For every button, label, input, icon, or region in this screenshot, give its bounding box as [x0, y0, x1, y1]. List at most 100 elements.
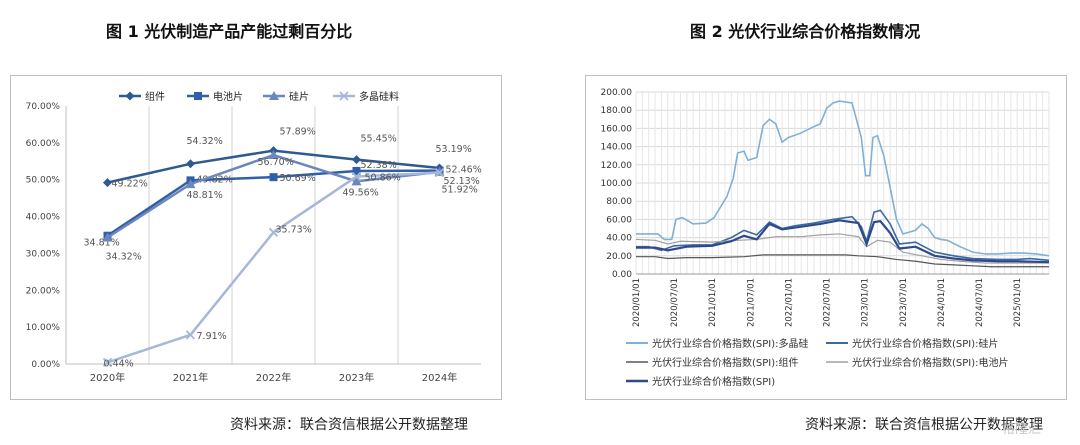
data-label: 51.92%	[442, 185, 478, 196]
y-tick-label: 60.00%	[26, 139, 61, 149]
x-tick-label: 2022年	[256, 371, 291, 384]
price-index-chart-frame: 0.00 20.00 40.00 60.00 80.00 100.00 120.00 140.…	[585, 75, 1067, 400]
legend-item: 光伏行业综合价格指数(SPI)	[626, 375, 775, 388]
y-tick-label: 0.00	[612, 270, 632, 280]
x-tick-label: 2022/01/01	[784, 278, 794, 327]
y-tick-label: 50.00%	[26, 176, 61, 186]
y-tick-label: 140.00	[601, 143, 633, 153]
data-label: 57.89%	[280, 127, 316, 138]
data-label: 0.44%	[104, 358, 134, 369]
x-tick-label: 2020/01/01	[632, 278, 642, 327]
series-line	[636, 254, 1049, 268]
watermark-logo: 格隆汇	[1002, 422, 1042, 437]
legend-item: 光伏行业综合价格指数(SPI):硅片	[826, 337, 999, 350]
x-tick-label: 2020/07/01	[670, 278, 680, 327]
x-tick-label: 2021/07/01	[746, 278, 756, 327]
y-tick-label: 40.00%	[26, 213, 61, 223]
legend-label: 组件	[145, 90, 165, 103]
figure2-source: 资料来源：联合资信根据公开数据整理	[805, 417, 1043, 433]
y-tick-label: 60.00	[606, 215, 632, 225]
data-point	[352, 155, 361, 165]
legend-label: 多晶硅料	[359, 90, 399, 103]
x-tick-label: 2025/01/01	[1013, 278, 1023, 327]
data-point	[102, 357, 113, 368]
y-tick-label: 20.00	[606, 252, 632, 262]
legend-label: 光伏行业综合价格指数(SPI):硅片	[852, 337, 999, 350]
data-point	[102, 232, 113, 242]
data-point	[125, 91, 135, 101]
data-point	[268, 227, 279, 237]
capacity-overcapacity-line-chart: 0.00% 10.00% 20.00% 30.00% 40.00% 50.00% 60.00…	[26, 90, 482, 384]
y-tick-label: 180.00	[601, 106, 633, 116]
data-point	[186, 159, 195, 169]
data-label: 7.91%	[197, 331, 227, 342]
legend-label: 光伏行业综合价格指数(SPI)	[652, 375, 775, 388]
data-point	[351, 171, 362, 182]
legend-label: 光伏行业综合价格指数(SPI):多晶硅	[652, 337, 809, 350]
data-label: 55.45%	[361, 134, 397, 145]
x-tick-label: 2022/07/01	[823, 278, 833, 327]
y-tick-label: 120.00	[601, 161, 633, 171]
x-tick-label: 2021/01/01	[708, 278, 718, 327]
data-point	[352, 166, 361, 175]
legend-item: 多晶硅料	[333, 90, 399, 103]
series-line	[636, 219, 1050, 264]
y-tick-label: 160.00	[601, 124, 633, 134]
data-label: 49.56%	[343, 187, 379, 198]
legend-label: 电池片	[213, 90, 243, 103]
figure1-source: 资料来源：联合资信根据公开数据整理	[230, 417, 468, 433]
data-label: 53.19%	[436, 144, 472, 155]
data-label: 50.69%	[280, 173, 316, 184]
legend-label: 硅片	[289, 90, 309, 103]
x-tick-label: 2023/07/01	[899, 278, 909, 327]
series-line	[636, 209, 1050, 262]
data-point	[269, 173, 278, 182]
data-point	[103, 178, 112, 188]
data-point	[434, 168, 445, 178]
data-label: 54.32%	[187, 136, 223, 147]
capacity-chart-frame: 0.00% 10.00% 20.00% 30.00% 40.00% 50.00% 60.00…	[10, 75, 502, 400]
data-label: 56.70%	[258, 157, 294, 168]
legend-item: 光伏行业综合价格指数(SPI):多晶硅	[626, 337, 809, 350]
data-point	[351, 176, 362, 186]
legend-label: 光伏行业综合价格指数(SPI):组件	[652, 356, 799, 369]
y-tick-label: 0.00%	[31, 360, 60, 370]
data-label: 35.73%	[276, 224, 312, 235]
data-point	[185, 330, 196, 340]
data-point	[339, 91, 349, 101]
y-tick-label: 200.00	[601, 88, 633, 98]
x-tick-label: 2024/07/01	[975, 278, 985, 327]
series-4: 0.44% 7.91% 35.73% 50.86% 51.92%	[102, 168, 478, 369]
x-tick-label: 2021年	[173, 371, 208, 384]
legend-item: 组件	[119, 90, 165, 103]
x-tick-label: 2023/01/01	[861, 278, 871, 327]
y-tick-label: 100.00	[601, 179, 633, 189]
y-tick-label: 80.00	[606, 197, 632, 207]
x-tick-label: 2024/01/01	[937, 278, 947, 327]
legend-item: 硅片	[263, 90, 309, 103]
legend-item: 光伏行业综合价格指数(SPI):电池片	[826, 356, 1009, 369]
data-label: 49.82%	[197, 174, 233, 185]
price-index-line-chart: 0.00 20.00 40.00 60.00 80.00 100.00 120.00 140.…	[601, 88, 1050, 388]
x-tick-label: 2020年	[90, 371, 125, 384]
data-label: 34.81%	[84, 238, 120, 249]
data-point	[185, 179, 196, 189]
legend-item: 光伏行业综合价格指数(SPI):组件	[626, 356, 799, 369]
data-label: 52.46%	[446, 165, 482, 176]
y-tick-label: 30.00%	[26, 249, 61, 259]
legend-label: 光伏行业综合价格指数(SPI):电池片	[852, 356, 1009, 369]
data-label: 34.32%	[106, 252, 142, 263]
series-3: 34.32% 48.81% 56.70% 49.56% 52.13%	[102, 150, 480, 263]
y-tick-label: 70.00%	[26, 102, 61, 112]
y-tick-label: 40.00	[606, 234, 632, 244]
data-label: 50.86%	[365, 173, 401, 184]
data-label: 52.38%	[361, 160, 397, 171]
legend-item: 电池片	[187, 90, 243, 103]
figure2-title: 图 2 光伏行业综合价格指数情况	[690, 22, 921, 41]
data-point	[268, 150, 279, 160]
data-label: 49.22%	[112, 179, 148, 190]
series-line	[636, 100, 1050, 257]
x-tick-label: 2023年	[339, 371, 374, 384]
x-tick-label: 2024年	[422, 371, 457, 384]
y-tick-label: 20.00%	[26, 286, 61, 296]
